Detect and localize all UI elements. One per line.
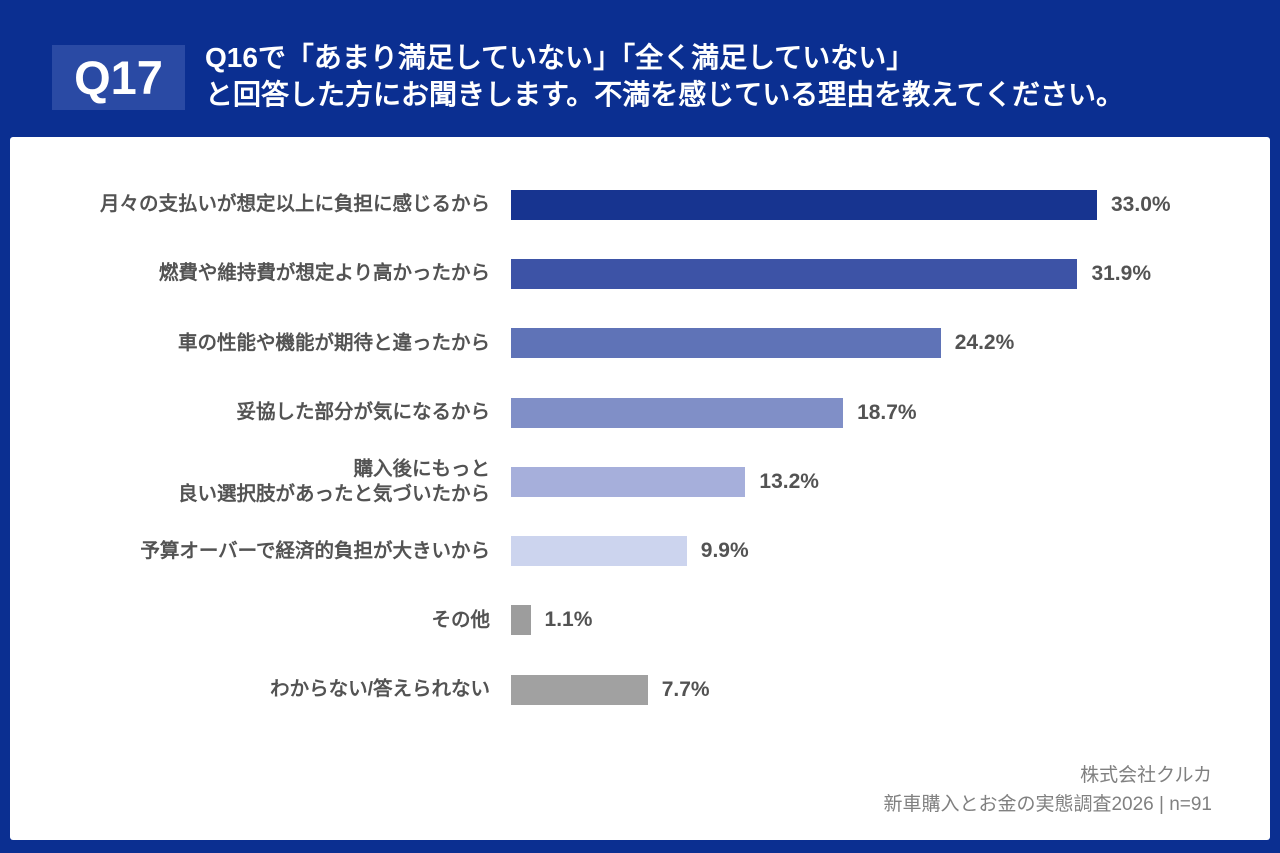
bar — [511, 258, 1078, 289]
chart-row: その他 1.1% — [10, 586, 1270, 655]
bar-label: その他 — [431, 608, 490, 631]
chart-row: 燃費や維持費が想定より高かったから 31.9% — [10, 239, 1270, 308]
bar — [511, 328, 941, 359]
bar-label: 月々の支払いが想定以上に負担に感じるから — [99, 193, 490, 216]
bar-value: 18.7% — [857, 400, 917, 424]
chart-row: 購入後にもっと 良い選択肢があったと気づいたから 13.2% — [10, 447, 1270, 516]
bar — [511, 397, 844, 428]
chart-row: 月々の支払いが想定以上に負担に感じるから 33.0% — [10, 170, 1270, 239]
bar — [511, 189, 1097, 220]
chart-row: わからない/答えられない 7.7% — [10, 655, 1270, 724]
bar-value: 1.1% — [544, 608, 593, 632]
bar — [511, 674, 648, 705]
bar-value: 33.0% — [1111, 192, 1171, 216]
bar-label: 購入後にもっと 良い選択肢があったと気づいたから — [177, 457, 490, 505]
question-title: Q16で「あまり満足していない」「全く満足していない」 と回答した方にお聞きしま… — [205, 39, 1124, 113]
footer: 株式会社クルカ 新車購入とお金の実態調査2026 | n=91 — [883, 761, 1212, 819]
question-title-line1: Q16で「あまり満足していない」「全く満足していない」 — [205, 42, 915, 73]
bar-label: 妥協した部分が気になるから — [236, 401, 490, 424]
bar-label: 車の性能や機能が期待と違ったから — [177, 331, 490, 354]
footer-company: 株式会社クルカ — [1080, 765, 1212, 786]
bar-value: 9.9% — [700, 539, 749, 563]
bar — [511, 466, 746, 497]
chart-row: 車の性能や機能が期待と違ったから 24.2% — [10, 309, 1270, 378]
bar-value: 31.9% — [1091, 261, 1151, 285]
bar-value: 24.2% — [954, 331, 1015, 355]
footer-source: 新車購入とお金の実態調査2026 | n=91 — [883, 794, 1212, 815]
question-title-line2: と回答した方にお聞きします。不満を感じている理由を教えてください。 — [205, 79, 1124, 110]
chart-row: 予算オーバーで経済的負担が大きいから 9.9% — [10, 516, 1270, 585]
bar-value: 13.2% — [759, 469, 819, 493]
question-badge: Q17 — [52, 45, 185, 110]
bar-label: わからない/答えられない — [270, 678, 490, 701]
bar-label: 燃費や維持費が想定より高かったから — [158, 262, 490, 285]
bar-value: 7.7% — [661, 677, 710, 701]
bar-chart: 月々の支払いが想定以上に負担に感じるから 33.0% 燃費や維持費が想定より高かった… — [10, 170, 1270, 724]
bar-label: 予算オーバーで経済的負担が大きいから — [140, 539, 490, 562]
chart-card: 月々の支払いが想定以上に負担に感じるから 33.0% 燃費や維持費が想定より高かった… — [10, 137, 1270, 840]
chart-row: 妥協した部分が気になるから 18.7% — [10, 378, 1270, 447]
header: Q17 Q16で「あまり満足していない」「全く満足していない」 と回答した方にお… — [52, 42, 1124, 113]
bar — [511, 605, 531, 636]
bar — [511, 536, 687, 567]
